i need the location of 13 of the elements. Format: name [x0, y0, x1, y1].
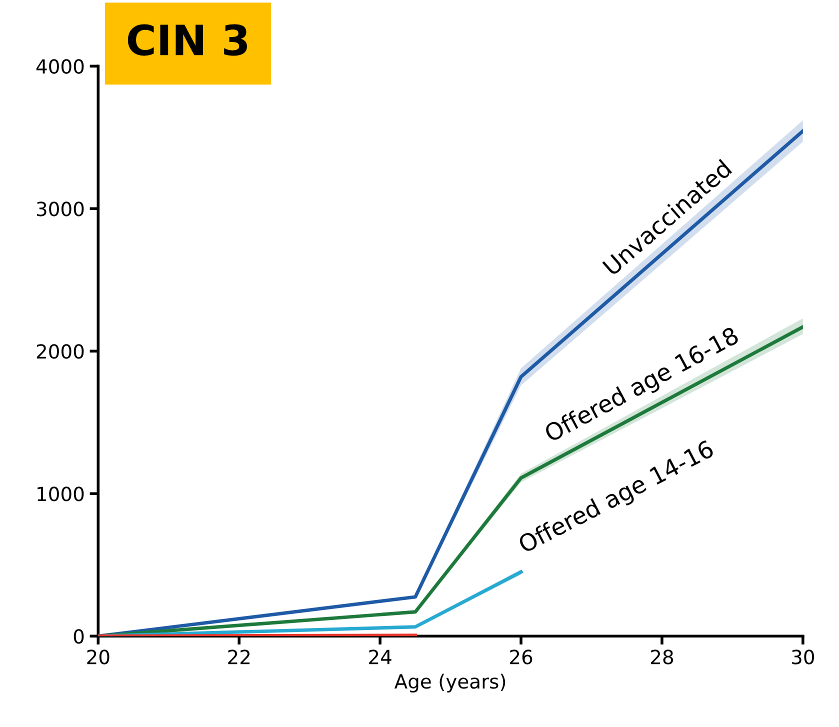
y-tick-label: 2000 [36, 344, 84, 359]
y-tick-label: 0 [74, 629, 84, 644]
y-tick-label: 3000 [36, 202, 84, 216]
x-axis-title: Age (years) [394, 674, 506, 693]
y-tick-label: 1000 [38, 486, 84, 502]
x-tick-label: 22 [228, 650, 250, 664]
y-tick-label: 4000 [36, 59, 84, 74]
x-tick-label: 28 [651, 650, 674, 664]
x-tick-label: 26 [510, 650, 532, 664]
x-tick-label: 30 [792, 650, 814, 664]
x-tick-label: 20 [87, 650, 110, 664]
chart-title: CIN 3 [128, 24, 247, 56]
x-tick-label: 24 [369, 650, 392, 664]
